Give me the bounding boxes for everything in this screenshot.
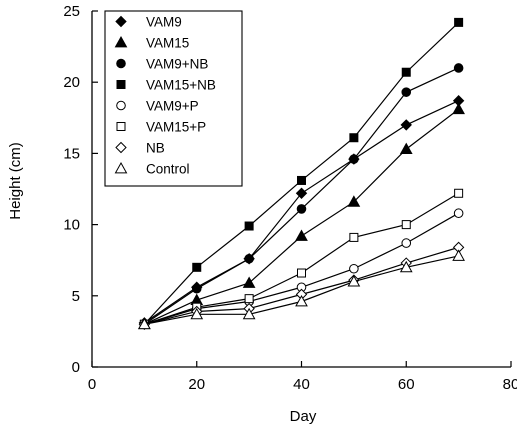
legend-label: NB <box>146 141 165 156</box>
data-point <box>399 142 413 155</box>
y-axis-title: Height (cm) <box>7 142 24 220</box>
data-point <box>401 87 412 97</box>
x-tick-label: 80 <box>503 376 517 393</box>
x-tick-label: 0 <box>88 376 96 393</box>
x-tick-label: 40 <box>293 376 310 393</box>
data-point <box>454 17 464 27</box>
data-point <box>452 102 465 115</box>
x-tick-label: 60 <box>398 376 415 393</box>
data-point <box>399 260 413 273</box>
data-point <box>349 263 359 274</box>
legend-marker <box>116 100 126 111</box>
data-point <box>192 262 202 272</box>
series-vam15-nb <box>139 17 464 329</box>
legend-item-vam9: VAM9 <box>115 15 182 30</box>
legend: VAM9 VAM15 VAM9+NB VAM15+NB VAM9+P VAM15+P NB C… <box>104 10 243 187</box>
series-layer <box>138 17 465 330</box>
data-point <box>400 119 412 131</box>
legend-item-vam9-p: VAM9+P <box>116 99 199 114</box>
legend-marker <box>116 80 126 89</box>
data-point <box>191 283 202 294</box>
legend-marker <box>116 58 126 69</box>
data-point <box>244 253 254 264</box>
data-point <box>244 294 254 304</box>
legend-item-nb: NB <box>115 141 165 156</box>
data-point <box>347 275 361 287</box>
data-point <box>349 154 359 164</box>
legend-label: VAM9 <box>146 15 182 30</box>
legend-marker <box>114 35 128 48</box>
legend-marker <box>116 122 126 131</box>
x-axis-title: Day <box>290 408 317 425</box>
data-point <box>453 208 464 219</box>
data-point <box>244 221 254 231</box>
data-point <box>349 133 359 143</box>
legend-label: VAM15 <box>146 36 189 51</box>
legend-item-control: Control <box>114 161 190 177</box>
x-tick-label: 20 <box>188 376 205 393</box>
legend-label: VAM9+P <box>146 99 199 114</box>
legend-item-vam9-nb: VAM9+NB <box>116 57 208 72</box>
data-point <box>295 187 308 199</box>
y-tick-label: 15 <box>63 145 80 162</box>
data-point <box>242 307 256 320</box>
data-point <box>401 67 411 77</box>
data-point <box>296 204 307 214</box>
data-point <box>190 307 204 320</box>
y-tick-label: 10 <box>63 217 80 234</box>
legend-marker <box>115 141 127 154</box>
data-point <box>138 317 151 330</box>
legend-item-vam15-nb: VAM15+NB <box>116 78 216 93</box>
legend-label: VAM9+NB <box>146 57 208 72</box>
data-point <box>295 229 308 241</box>
data-point <box>454 188 464 198</box>
data-point <box>401 220 411 230</box>
y-tick-label: 5 <box>72 288 80 305</box>
data-point <box>242 276 256 288</box>
data-point <box>297 268 306 278</box>
data-point <box>295 294 308 307</box>
data-point <box>297 175 306 185</box>
legend-marker <box>115 15 127 28</box>
legend-marker <box>114 161 128 174</box>
legend-box <box>104 10 243 187</box>
legend-item-vam15: VAM15 <box>114 35 189 51</box>
y-tick-label: 25 <box>63 3 80 20</box>
data-point <box>349 232 359 242</box>
data-point <box>347 195 361 207</box>
data-point <box>453 63 464 73</box>
series-vam15 <box>138 102 465 330</box>
legend-label: VAM15+P <box>146 120 206 135</box>
data-point <box>452 249 465 261</box>
axes: 0 5 10 15 20 25 0 20 40 60 80 <box>63 3 517 393</box>
legend-label: VAM15+NB <box>146 78 216 93</box>
y-tick-label: 20 <box>63 74 80 91</box>
data-point <box>401 238 412 248</box>
y-tick-label: 0 <box>72 359 80 376</box>
series-control <box>138 249 465 330</box>
legend-label: Control <box>146 162 190 177</box>
legend-item-vam15-p: VAM15+P <box>116 120 206 135</box>
